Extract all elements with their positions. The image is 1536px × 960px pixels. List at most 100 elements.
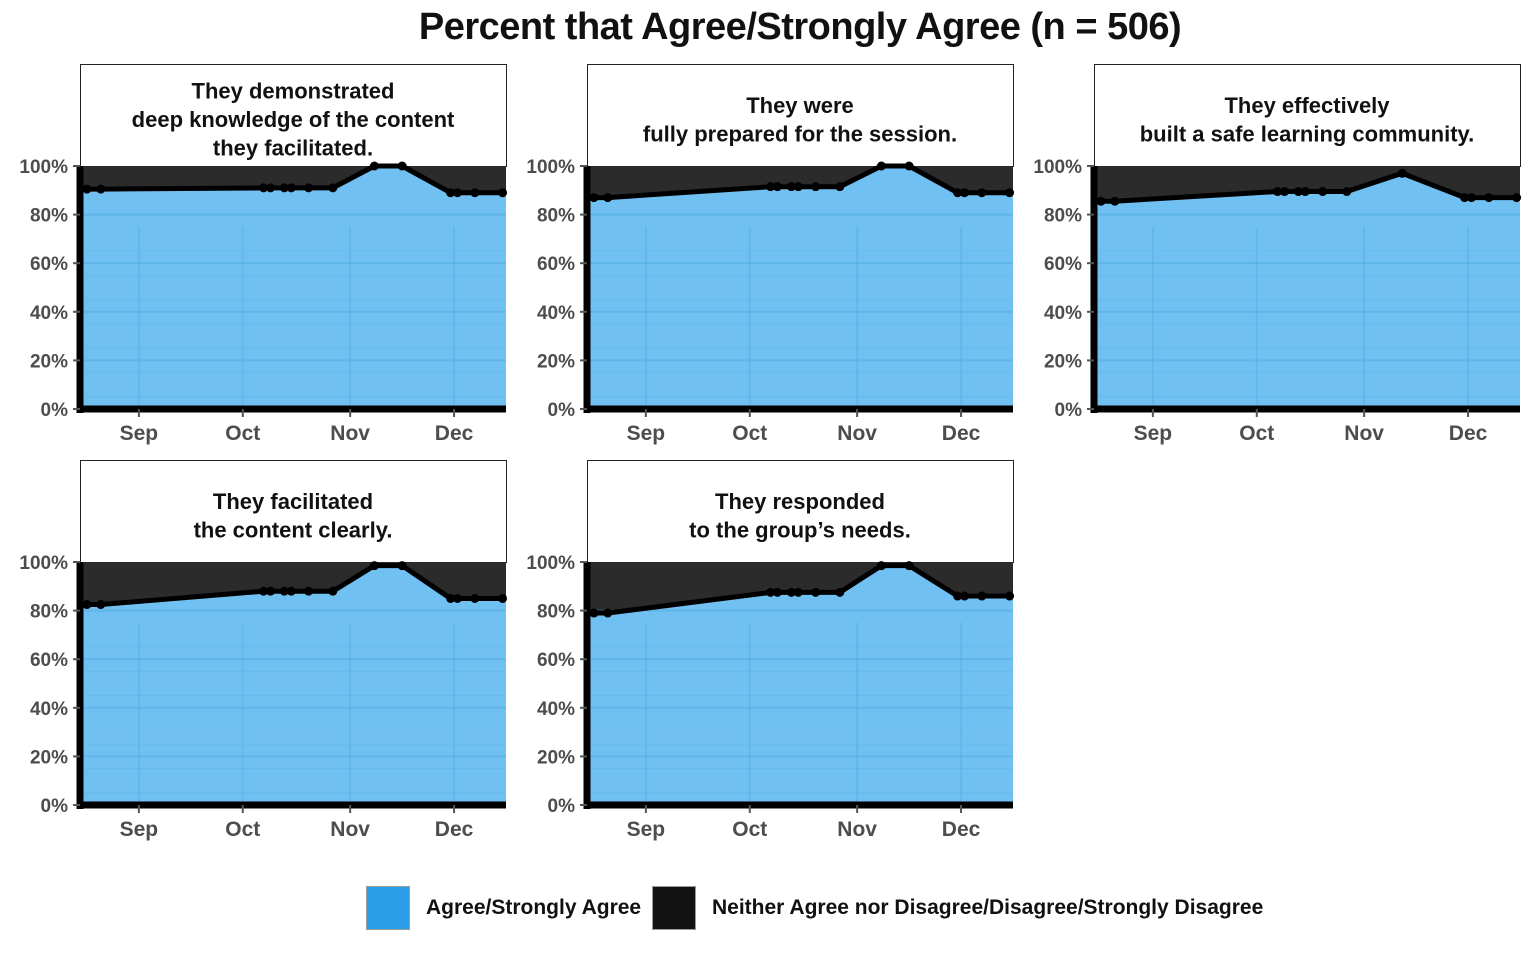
series-line (589, 163, 1013, 201)
y-tick-label: 0% (548, 796, 576, 817)
data-point (904, 561, 914, 571)
chart-legend: Agree/Strongly Agree Neither Agree nor D… (0, 885, 1536, 931)
y-tick-label: 20% (30, 351, 68, 372)
series-line (82, 563, 506, 607)
data-point (369, 561, 379, 571)
legend-label-disagree: Neither Agree nor Disagree/Disagree/Stro… (712, 896, 1264, 919)
data-point (1273, 187, 1283, 197)
y-tick-label: 100% (1033, 157, 1082, 178)
panel-header-box (587, 64, 1014, 167)
data-point (772, 587, 782, 597)
x-tick-label: Nov (1344, 422, 1384, 445)
x-tick-label: Sep (120, 422, 159, 445)
data-point (82, 600, 92, 610)
agree-area (587, 565, 1013, 805)
data-point (286, 183, 296, 193)
data-point (1279, 187, 1289, 197)
data-point (265, 586, 275, 596)
data-point (835, 182, 845, 192)
panel-1: They demonstrated deep knowledge of the c… (19, 64, 508, 445)
data-point (304, 586, 314, 596)
data-point (286, 586, 296, 596)
agree-area (80, 565, 506, 805)
y-tick-label: 100% (19, 157, 68, 178)
x-tick-label: Nov (330, 422, 370, 445)
panel-header-box (80, 460, 507, 563)
data-point (259, 586, 269, 596)
panel-5: They responded to the group’s needs. 0% 20%… (526, 460, 1015, 841)
data-point (603, 193, 613, 203)
x-tick-label: Oct (732, 422, 767, 445)
y-tick-label: 20% (1044, 351, 1082, 372)
y-tick-label: 80% (537, 602, 575, 623)
x-tick-label: Sep (1134, 422, 1173, 445)
data-point (1460, 193, 1470, 203)
y-tick-label: 0% (1055, 400, 1083, 421)
legend-swatch-disagree (652, 886, 696, 930)
data-point (835, 587, 845, 597)
data-point (953, 591, 963, 601)
data-point (1005, 591, 1015, 601)
data-point (904, 161, 914, 171)
panel-title-line: They were (746, 93, 854, 118)
data-point (589, 193, 599, 203)
x-tick-label: Oct (225, 422, 260, 445)
data-point (1293, 187, 1303, 197)
data-point (453, 593, 463, 603)
x-tick-label: Oct (225, 818, 260, 841)
chart-title: Percent that Agree/Strongly Agree (n = 5… (418, 6, 1182, 48)
panel-3: They effectively built a safe learning co… (1033, 64, 1522, 445)
x-tick-label: Sep (627, 422, 666, 445)
y-tick-label: 100% (19, 553, 68, 574)
data-point (1342, 187, 1352, 197)
data-point (1484, 193, 1494, 203)
data-point (811, 587, 821, 597)
data-point (811, 182, 821, 192)
data-point (589, 608, 599, 618)
data-point (1300, 187, 1310, 197)
y-tick-label: 20% (30, 747, 68, 768)
data-point (1110, 196, 1120, 206)
data-point (1318, 187, 1328, 197)
legend-label-agree: Agree/Strongly Agree (426, 896, 642, 919)
data-point (977, 188, 987, 198)
agree-area (80, 166, 506, 409)
x-tick-label: Nov (330, 818, 370, 841)
data-point (876, 561, 886, 571)
x-tick-label: Dec (942, 818, 981, 841)
data-point (470, 593, 480, 603)
data-point (766, 182, 776, 192)
y-tick-label: 20% (537, 747, 575, 768)
data-point (960, 188, 970, 198)
y-tick-label: 80% (537, 206, 575, 227)
y-tick-label: 100% (526, 553, 575, 574)
y-tick-label: 60% (537, 650, 575, 671)
data-point (446, 593, 456, 603)
x-tick-label: Oct (1239, 422, 1274, 445)
data-point (772, 182, 782, 192)
data-point (1512, 193, 1522, 203)
panel-title-line: fully prepared for the session. (643, 121, 957, 146)
data-point (328, 586, 338, 596)
y-tick-label: 0% (41, 400, 69, 421)
panel-2: They were fully prepared for the session.… (526, 64, 1015, 445)
y-tick-label: 100% (526, 157, 575, 178)
data-point (960, 591, 970, 601)
x-tick-label: Nov (837, 818, 877, 841)
data-point (82, 184, 92, 194)
panel-title-line: deep knowledge of the content (132, 107, 455, 132)
data-point (1467, 193, 1477, 203)
legend-item-disagree: Neither Agree nor Disagree/Disagree/Stro… (652, 885, 1263, 931)
x-tick-label: Dec (435, 818, 474, 841)
panel-title-line: to the group’s needs. (689, 517, 911, 542)
y-tick-label: 0% (41, 796, 69, 817)
panel-header-box (80, 64, 507, 167)
data-point (953, 188, 963, 198)
data-point (1005, 188, 1015, 198)
data-point (793, 587, 803, 597)
data-point (446, 188, 456, 198)
y-tick-label: 40% (30, 699, 68, 720)
y-tick-label: 80% (30, 602, 68, 623)
y-tick-label: 60% (30, 650, 68, 671)
data-point (96, 600, 106, 610)
